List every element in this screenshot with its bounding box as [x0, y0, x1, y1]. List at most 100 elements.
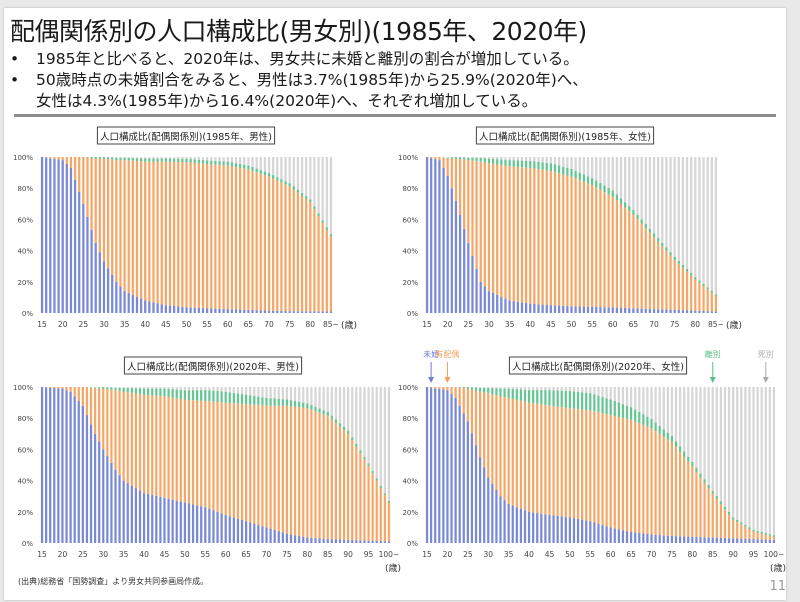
bar-segment-married — [593, 411, 596, 523]
bar-segment-married — [114, 390, 117, 470]
bar-segment-married — [621, 417, 625, 531]
bar-segment-widowed — [138, 387, 142, 389]
bar-segment-unmarried — [81, 405, 84, 543]
bar-segment-widowed — [562, 157, 565, 167]
bar-segment-widowed — [243, 157, 246, 165]
bar-segment-unmarried — [94, 242, 97, 313]
bar-segment-married — [367, 465, 370, 541]
bar-segment-widowed — [552, 387, 555, 391]
bar-segment-unmarried — [648, 308, 652, 313]
bar-segment-widowed — [508, 157, 511, 161]
x-tick-label: 95 — [364, 550, 374, 559]
bar-segment-widowed — [605, 387, 608, 399]
bar-segment-divorced — [674, 441, 678, 448]
bar-segment-married — [699, 477, 702, 538]
bar-segment-unmarried — [683, 536, 686, 543]
bar-segment-widowed — [695, 387, 698, 468]
bar-segment-divorced — [662, 429, 665, 437]
bar-segment-widowed — [261, 387, 264, 398]
bar-segment-widowed — [371, 387, 374, 471]
bar-segment-married — [438, 387, 441, 389]
bar-segment-unmarried — [375, 540, 378, 543]
bar-segment-divorced — [715, 496, 718, 499]
bar-segment-married — [657, 241, 660, 310]
bar-segment-married — [723, 509, 727, 538]
bar-segment-divorced — [714, 294, 718, 296]
bar-segment-unmarried — [687, 536, 690, 543]
bar-segment-unmarried — [698, 310, 701, 313]
bar-segment-unmarried — [164, 305, 167, 313]
bar-segment-married — [495, 395, 498, 490]
bar-segment-widowed — [533, 157, 536, 162]
bar-segment-married — [549, 171, 552, 306]
bar-segment-unmarried — [537, 304, 540, 313]
bar-segment-divorced — [736, 519, 739, 522]
bar-segment-divorced — [657, 238, 660, 242]
bar-segment-widowed — [187, 387, 191, 391]
bar-segment-divorced — [379, 485, 382, 488]
bar-segment-divorced — [147, 388, 150, 396]
bar-segment-married — [98, 158, 101, 253]
bar-segment-unmarried — [723, 538, 727, 543]
bar-segment-married — [244, 404, 248, 522]
bar-segment-widowed — [644, 157, 647, 225]
bar-segment-widowed — [479, 157, 482, 158]
bar-segment-widowed — [719, 387, 723, 502]
bar-segment-widowed — [572, 387, 576, 392]
bar-segment-widowed — [289, 387, 293, 401]
bar-segment-widowed — [214, 157, 217, 161]
bar-segment-married — [151, 395, 154, 495]
bar-segment-married — [81, 387, 84, 406]
bar-segment-unmarried — [387, 541, 391, 543]
bar-segment-widowed — [224, 387, 227, 392]
bar-segment-unmarried — [277, 531, 280, 543]
bar-segment-widowed — [175, 387, 178, 390]
bar-segment-divorced — [478, 387, 482, 392]
bar-segment-divorced — [185, 158, 188, 163]
bar-segment-divorced — [98, 157, 101, 159]
bar-segment-divorced — [272, 175, 275, 179]
bar-segment-married — [512, 166, 515, 302]
bar-segment-married — [450, 158, 453, 189]
bar-segment-widowed — [541, 157, 544, 163]
bar-segment-widowed — [232, 387, 235, 393]
y-tick-label: 80% — [402, 415, 418, 423]
y-tick-label: 60% — [402, 446, 418, 454]
bar-segment-divorced — [127, 157, 130, 161]
bar-segment-unmarried — [330, 539, 333, 543]
bar-segment-married — [102, 158, 106, 262]
bar-segment-unmarried — [669, 309, 672, 313]
bar-segment-unmarried — [210, 308, 213, 313]
bar-segment-divorced — [222, 161, 225, 166]
bar-segment-divorced — [454, 157, 458, 159]
bar-segment-widowed — [201, 157, 205, 161]
bar-segment-widowed — [491, 157, 495, 159]
bar-segment-married — [90, 158, 93, 230]
bar-segment-divorced — [277, 398, 280, 406]
bar-segment-unmarried — [619, 307, 623, 313]
bar-segment-divorced — [163, 388, 166, 397]
bar-segment-married — [650, 428, 653, 535]
bar-segment-married — [454, 158, 458, 201]
bar-segment-married — [236, 403, 240, 519]
bar-segment-widowed — [529, 157, 532, 161]
bar-segment-divorced — [466, 387, 469, 389]
bar-segment-widowed — [288, 157, 291, 184]
bar-segment-divorced — [532, 390, 535, 404]
bar-segment-unmarried — [144, 300, 147, 313]
page-number: 11 — [769, 579, 786, 594]
bar-segment-married — [605, 414, 608, 527]
bar-segment-divorced — [658, 425, 661, 434]
bar-segment-widowed — [566, 157, 569, 168]
bar-segment-unmarried — [553, 305, 557, 313]
bar-segment-divorced — [179, 389, 182, 399]
bar-segment-unmarried — [574, 306, 577, 313]
bar-segment-married — [520, 167, 524, 303]
bar-segment-unmarried — [77, 401, 80, 543]
bar-segment-widowed — [191, 387, 195, 391]
bar-segment-widowed — [119, 157, 122, 158]
bar-segment-divorced — [306, 403, 309, 409]
bar-segment-divorced — [135, 158, 139, 162]
bar-segment-divorced — [666, 432, 669, 440]
bar-segment-married — [467, 160, 470, 243]
